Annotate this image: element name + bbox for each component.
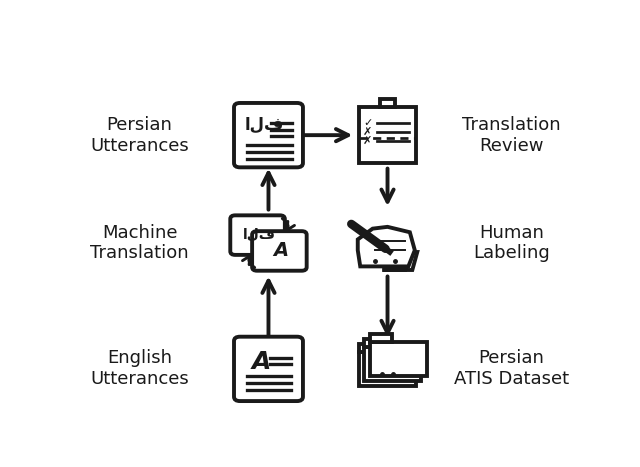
Text: Translation
Review: Translation Review xyxy=(462,116,561,155)
Text: ✗: ✗ xyxy=(363,136,372,146)
FancyBboxPatch shape xyxy=(230,215,285,255)
Text: Human
Labeling: Human Labeling xyxy=(473,224,550,262)
Polygon shape xyxy=(383,252,417,270)
Text: الف: الف xyxy=(244,116,284,134)
Text: الف: الف xyxy=(243,227,276,241)
FancyBboxPatch shape xyxy=(234,103,303,167)
Bar xyxy=(364,339,387,347)
Text: Persian
Utterances: Persian Utterances xyxy=(90,116,189,155)
FancyBboxPatch shape xyxy=(234,337,303,401)
Text: Persian
ATIS Dataset: Persian ATIS Dataset xyxy=(454,349,569,388)
Bar xyxy=(359,352,416,386)
Bar xyxy=(364,347,422,381)
Bar xyxy=(370,342,427,376)
Bar xyxy=(359,107,416,163)
Text: English
Utterances: English Utterances xyxy=(90,349,189,388)
FancyBboxPatch shape xyxy=(252,231,307,271)
Bar xyxy=(380,99,396,107)
Text: ✗: ✗ xyxy=(363,127,372,137)
Text: A: A xyxy=(273,241,288,260)
Text: ✓: ✓ xyxy=(363,118,372,128)
Text: Machine
Translation: Machine Translation xyxy=(90,224,189,262)
Polygon shape xyxy=(358,227,415,266)
Bar xyxy=(370,334,392,342)
Bar xyxy=(359,344,381,352)
Text: A: A xyxy=(252,350,271,374)
